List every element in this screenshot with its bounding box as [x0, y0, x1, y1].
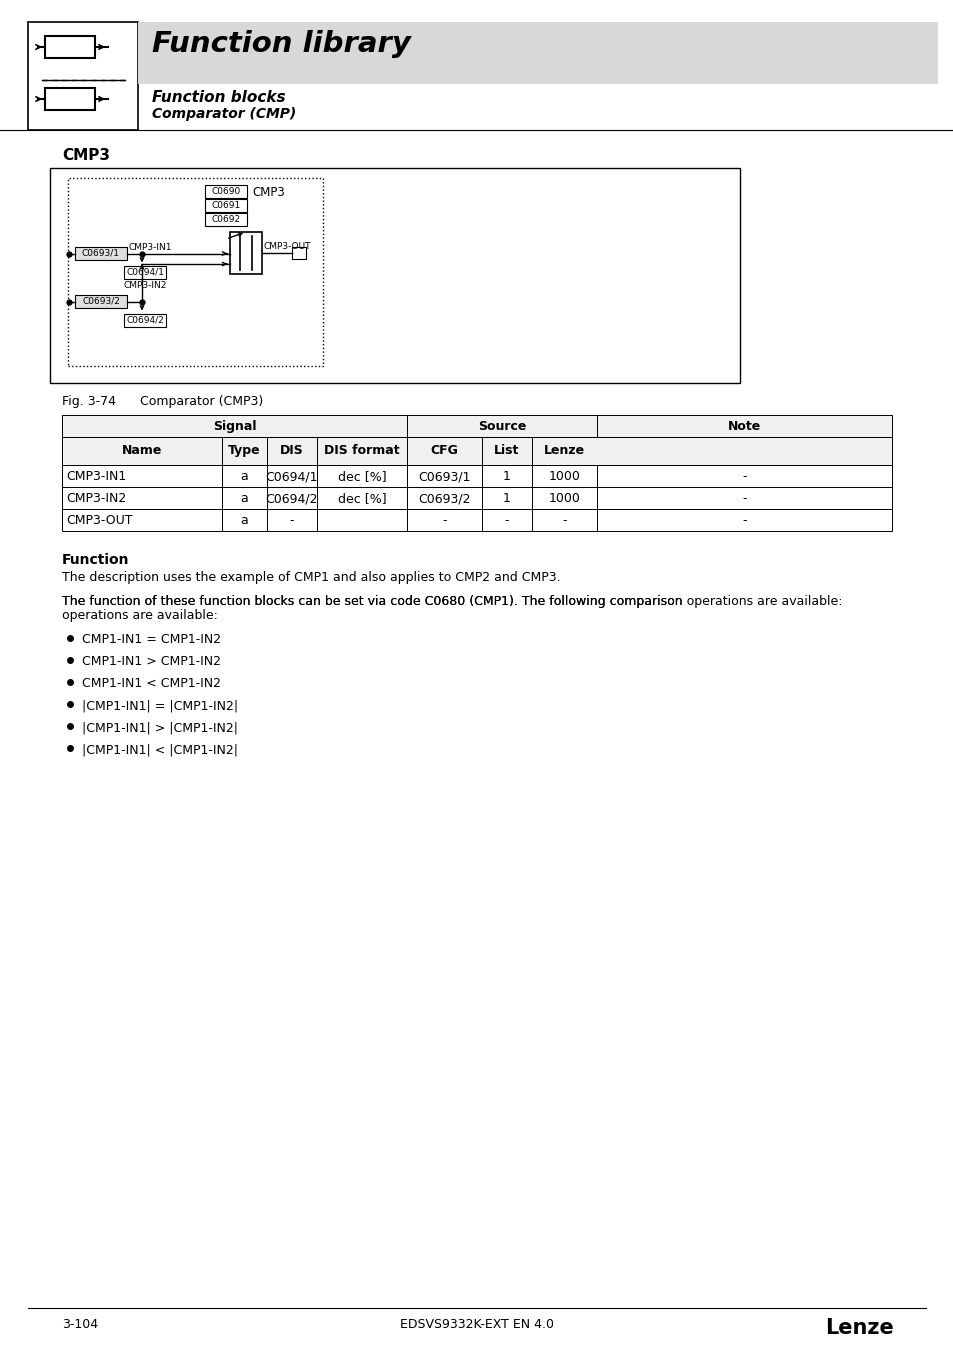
Text: Comparator (CMP): Comparator (CMP) — [152, 107, 296, 122]
Text: CMP3-IN2: CMP3-IN2 — [124, 281, 167, 289]
Text: CMP3: CMP3 — [252, 186, 284, 198]
Text: C0693/2: C0693/2 — [82, 297, 120, 306]
Text: C0693/2: C0693/2 — [417, 491, 470, 505]
Text: Type: Type — [228, 444, 260, 458]
Bar — [75, 247, 127, 261]
Text: C0691: C0691 — [212, 201, 240, 211]
Text: Function: Function — [62, 554, 130, 567]
Text: -: - — [561, 514, 566, 526]
Text: 1000: 1000 — [548, 491, 579, 505]
Text: Lenze: Lenze — [543, 444, 584, 458]
Text: DIS: DIS — [280, 444, 304, 458]
Text: CMP3-OUT: CMP3-OUT — [264, 242, 312, 251]
Bar — [75, 296, 127, 308]
Text: DIS format: DIS format — [324, 444, 399, 458]
Bar — [45, 36, 95, 58]
Text: C0694/2: C0694/2 — [266, 491, 318, 505]
Text: C0693/1: C0693/1 — [82, 248, 120, 258]
Text: -: - — [442, 514, 446, 526]
Text: C0694/1: C0694/1 — [266, 470, 318, 483]
Text: Source: Source — [477, 420, 526, 433]
Text: 1: 1 — [502, 491, 511, 505]
Text: Function library: Function library — [152, 30, 411, 58]
Bar — [28, 22, 138, 130]
Text: C0690: C0690 — [212, 188, 240, 196]
Bar — [62, 464, 891, 487]
Text: -: - — [741, 491, 746, 505]
Text: The function of these function blocks can be set via code C0680 (CMP1). The foll: The function of these function blocks ca… — [62, 595, 682, 608]
Text: 3-104: 3-104 — [62, 1318, 98, 1331]
Text: C0693/1: C0693/1 — [417, 470, 470, 483]
Text: Lenze: Lenze — [824, 1318, 893, 1338]
Text: |CMP1-IN1| < |CMP1-IN2|: |CMP1-IN1| < |CMP1-IN2| — [82, 743, 237, 756]
Text: Signal: Signal — [213, 420, 256, 433]
Text: CMP3-IN2: CMP3-IN2 — [66, 491, 126, 505]
Text: CMP1-IN1 = CMP1-IN2: CMP1-IN1 = CMP1-IN2 — [82, 633, 221, 647]
Text: CFG: CFG — [430, 444, 458, 458]
Text: Name: Name — [122, 444, 162, 458]
Bar — [205, 198, 247, 212]
Bar — [230, 232, 262, 274]
Text: CMP3-IN1: CMP3-IN1 — [129, 243, 172, 252]
Text: 1: 1 — [502, 470, 511, 483]
Text: CMP3: CMP3 — [62, 148, 110, 163]
Text: EDSVS9332K-EXT EN 4.0: EDSVS9332K-EXT EN 4.0 — [399, 1318, 554, 1331]
Bar — [45, 88, 95, 109]
Text: |CMP1-IN1| > |CMP1-IN2|: |CMP1-IN1| > |CMP1-IN2| — [82, 721, 237, 734]
Bar — [124, 266, 166, 278]
Bar — [68, 178, 323, 366]
Text: C0692: C0692 — [212, 215, 240, 224]
Text: |CMP1-IN1| = |CMP1-IN2|: |CMP1-IN1| = |CMP1-IN2| — [82, 699, 238, 711]
Text: C0694/1: C0694/1 — [126, 267, 164, 277]
Text: -: - — [290, 514, 294, 526]
Text: Note: Note — [727, 420, 760, 433]
Text: -: - — [741, 470, 746, 483]
Bar — [124, 313, 166, 327]
Text: List: List — [494, 444, 519, 458]
Text: -: - — [741, 514, 746, 526]
Bar — [138, 22, 937, 84]
Text: Fig. 3-74: Fig. 3-74 — [62, 396, 116, 408]
Text: The function of these function blocks can be set via code C0680 (CMP1). The foll: The function of these function blocks ca… — [62, 595, 841, 608]
Text: The description uses the example of CMP1 and also applies to CMP2 and CMP3.: The description uses the example of CMP1… — [62, 571, 560, 585]
Text: Function blocks: Function blocks — [152, 90, 285, 105]
Text: a: a — [240, 470, 248, 483]
Bar — [292, 247, 306, 259]
Text: CMP1-IN1 < CMP1-IN2: CMP1-IN1 < CMP1-IN2 — [82, 676, 221, 690]
Text: CMP1-IN1 > CMP1-IN2: CMP1-IN1 > CMP1-IN2 — [82, 655, 221, 668]
Text: operations are available:: operations are available: — [62, 609, 217, 622]
Text: dec [%]: dec [%] — [337, 470, 386, 483]
Text: Comparator (CMP3): Comparator (CMP3) — [140, 396, 263, 408]
Bar — [62, 414, 891, 437]
Bar — [205, 185, 247, 198]
Text: CMP3-IN1: CMP3-IN1 — [66, 470, 126, 483]
Bar — [62, 487, 891, 509]
Text: -: - — [504, 514, 509, 526]
Text: a: a — [240, 514, 248, 526]
Text: a: a — [240, 491, 248, 505]
Bar — [62, 509, 891, 531]
Text: CMP3-OUT: CMP3-OUT — [66, 514, 132, 526]
Text: dec [%]: dec [%] — [337, 491, 386, 505]
Text: 1000: 1000 — [548, 470, 579, 483]
Bar — [50, 167, 740, 383]
Bar — [62, 437, 891, 464]
Text: C0694/2: C0694/2 — [126, 316, 164, 324]
Bar — [205, 213, 247, 225]
